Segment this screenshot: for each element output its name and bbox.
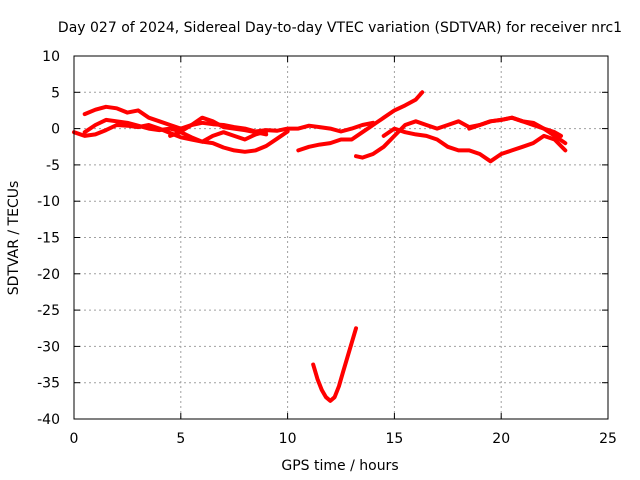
x-tick-label: 15 <box>385 431 403 447</box>
y-tick-label: -15 <box>37 231 60 247</box>
y-tick-label: 10 <box>42 49 60 65</box>
series-line-track-e <box>296 90 425 153</box>
y-tick-label: -5 <box>46 158 60 174</box>
y-tick-label: -25 <box>37 303 60 319</box>
grid-lines <box>74 56 608 419</box>
x-tick-label: 10 <box>279 431 297 447</box>
series-line-track-c <box>82 115 269 137</box>
x-tick-label: 25 <box>599 431 617 447</box>
series-line-track-g <box>381 126 568 164</box>
y-tick-label: 5 <box>51 85 60 101</box>
series-line-track-dip <box>311 326 358 403</box>
y-tick-label: -30 <box>37 339 60 355</box>
series-line-track-d <box>168 129 269 144</box>
x-tick-label: 0 <box>70 431 79 447</box>
y-tick-label: -10 <box>37 194 60 210</box>
series-line-track-a <box>72 123 290 154</box>
chart-title: Day 027 of 2024, Sidereal Day-to-day VTE… <box>58 20 622 36</box>
y-tick-label: -35 <box>37 376 60 392</box>
y-tick-label: -40 <box>37 412 60 428</box>
series-line-track-h <box>467 115 568 146</box>
y-axis-label: SDTVAR / TECUs <box>6 181 22 296</box>
y-tick-label: 0 <box>51 122 60 138</box>
axis-ticks: 0 5 10 15 20 25 10 5 0 -5 -10 -15 -20 -25 -30 -35 -40 <box>37 49 617 447</box>
x-tick-label: 20 <box>492 431 510 447</box>
y-tick-label: -20 <box>37 267 60 283</box>
x-tick-label: 5 <box>176 431 185 447</box>
x-axis-label: GPS time / hours <box>281 458 398 474</box>
series-layer <box>72 90 568 403</box>
